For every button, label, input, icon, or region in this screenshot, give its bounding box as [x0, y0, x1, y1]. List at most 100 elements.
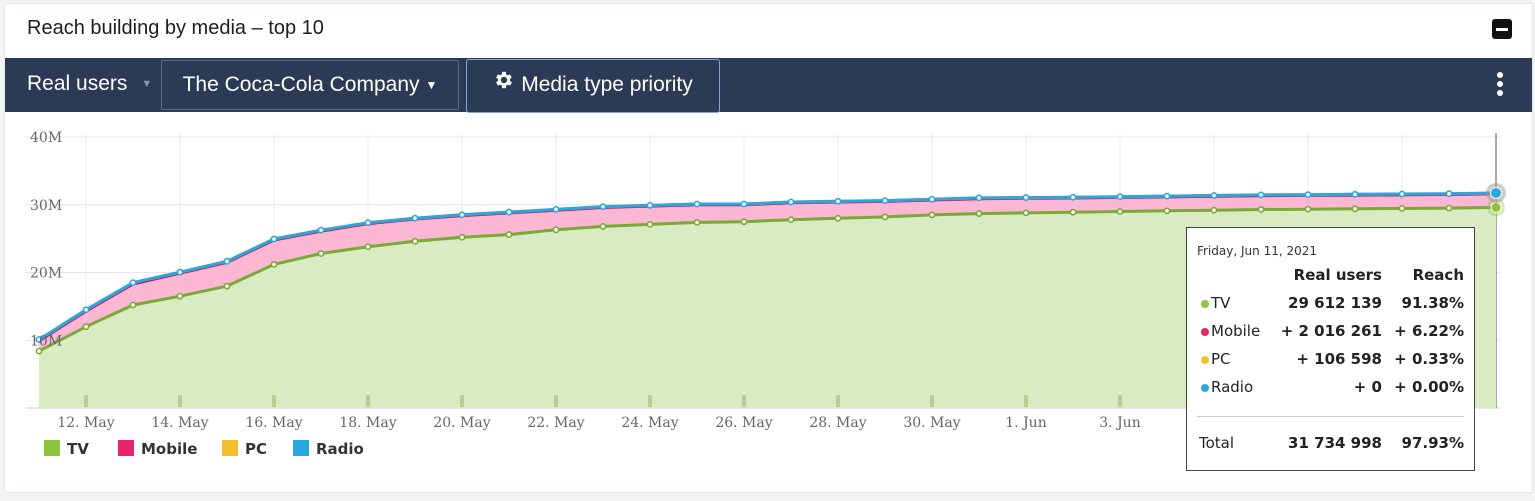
legend-label: TV: [67, 440, 89, 458]
point-tv: [740, 218, 748, 226]
minus-square-icon[interactable]: [1492, 19, 1512, 39]
point-tv: [1210, 206, 1218, 214]
x-tick-label: 24. May: [621, 415, 678, 431]
point-radio: [411, 214, 419, 222]
point-tv: [176, 292, 184, 300]
point-tv: [1351, 205, 1359, 213]
legend-item-pc[interactable]: PC: [222, 440, 267, 458]
point-tv: [364, 243, 372, 251]
x-tick-mark: [272, 395, 276, 407]
point-tv: [693, 218, 701, 226]
tooltip-row-value: + 0: [1353, 378, 1382, 396]
x-tick-label: 26. May: [715, 415, 772, 431]
point-tv: [223, 282, 231, 290]
tooltip-row-pc: PC + 106 598 + 0.33%: [1187, 348, 1474, 372]
tv-swatch-icon: [44, 440, 60, 456]
line-tv: [38, 205, 1497, 353]
legend-label: PC: [245, 440, 268, 458]
tooltip-row-pct: + 0.33%: [1394, 350, 1464, 368]
point-radio: [1022, 194, 1030, 201]
metric-dropdown[interactable]: Real users ▼: [27, 72, 152, 96]
pc-dot-icon: [1201, 356, 1209, 364]
point-radio: [1210, 192, 1218, 199]
company-dropdown-label: The Coca-Cola Company: [182, 73, 420, 96]
point-tv: [1398, 205, 1406, 212]
x-tick-label: 3. Jun: [1099, 415, 1140, 431]
tooltip-col-pct: Reach: [1412, 266, 1464, 284]
x-tick-label: 18. May: [339, 415, 396, 431]
hover-point-radio: [1490, 186, 1502, 199]
point-radio: [740, 200, 748, 208]
tooltip-row-radio: Radio + 0 + 0.00%: [1187, 376, 1474, 400]
kebab-menu-icon[interactable]: [1496, 72, 1504, 98]
point-tv: [35, 347, 43, 355]
tooltip-row-pct: + 0.00%: [1394, 378, 1464, 396]
x-tick-label: 20. May: [433, 415, 490, 431]
point-tv: [1116, 208, 1124, 215]
point-tv: [82, 323, 90, 331]
legend-label: Radio: [316, 440, 364, 458]
tooltip-row-value: + 2 016 261: [1280, 322, 1382, 340]
panel-title: Reach building by media – top 10: [27, 17, 324, 39]
point-tv: [317, 250, 325, 257]
x-tick-label: 22. May: [527, 415, 584, 431]
point-radio: [787, 198, 795, 206]
x-tick-label: 16. May: [245, 415, 302, 431]
x-tick-mark: [1118, 395, 1122, 407]
tooltip-row-pct: 91.38%: [1401, 294, 1464, 312]
x-tick-mark: [1024, 395, 1028, 407]
point-radio: [505, 208, 513, 216]
point-radio: [317, 226, 325, 234]
point-radio: [928, 195, 936, 203]
tooltip-row-value: 29 612 139: [1288, 294, 1382, 312]
point-tv: [881, 213, 889, 221]
point-tv: [505, 231, 513, 238]
point-radio: [223, 257, 231, 265]
x-tick-mark: [84, 395, 88, 407]
pc-swatch-icon: [222, 440, 238, 456]
point-tv: [1163, 207, 1171, 215]
x-tick-mark: [554, 395, 558, 407]
y-tick-label: 30M: [30, 198, 62, 214]
x-tick-label: 12. May: [57, 415, 114, 431]
point-tv: [1445, 204, 1453, 212]
legend-item-mobile[interactable]: Mobile: [118, 440, 197, 458]
x-tick-mark: [366, 395, 370, 407]
point-radio: [176, 268, 184, 276]
x-tick-mark: [460, 395, 464, 407]
tooltip-row-name: Mobile: [1211, 322, 1261, 340]
radio-swatch-icon: [293, 440, 309, 456]
tooltip-date: Friday, Jun 11, 2021: [1197, 244, 1317, 258]
point-radio: [1351, 190, 1359, 198]
point-radio: [834, 197, 842, 205]
point-radio: [129, 279, 137, 287]
tooltip-total-pct: 97.93%: [1401, 434, 1464, 452]
point-tv: [1304, 205, 1312, 213]
point-radio: [1069, 193, 1077, 201]
legend-item-tv[interactable]: TV: [44, 440, 89, 458]
y-tick-label: 10M: [30, 333, 62, 349]
x-tick-mark: [930, 395, 934, 407]
mobile-swatch-icon: [118, 440, 134, 456]
x-tick-mark: [648, 395, 652, 407]
x-tick-label: 1. Jun: [1005, 415, 1046, 431]
chart-tooltip: Friday, Jun 11, 2021 Real users Reach TV…: [1186, 227, 1475, 471]
x-tick-label: 14. May: [151, 415, 208, 431]
point-radio: [552, 205, 560, 213]
tooltip-col-value: Real users: [1293, 266, 1382, 284]
point-tv: [834, 214, 842, 222]
tooltip-total-label: Total: [1199, 434, 1235, 452]
point-tv: [1022, 209, 1030, 217]
point-radio: [646, 201, 654, 209]
media-type-priority-button[interactable]: Media type priority: [466, 59, 720, 113]
media-type-priority-label: Media type priority: [521, 73, 693, 96]
gear-icon: [493, 60, 515, 110]
company-dropdown[interactable]: The Coca-Cola Company ▼: [161, 60, 459, 110]
y-tick-label: 40M: [30, 130, 62, 146]
x-tick-mark: [178, 395, 182, 407]
point-tv: [975, 210, 983, 217]
point-radio: [82, 306, 90, 314]
x-tick-mark: [836, 395, 840, 407]
legend-item-radio[interactable]: Radio: [293, 440, 364, 458]
tooltip-divider: [1197, 416, 1464, 417]
